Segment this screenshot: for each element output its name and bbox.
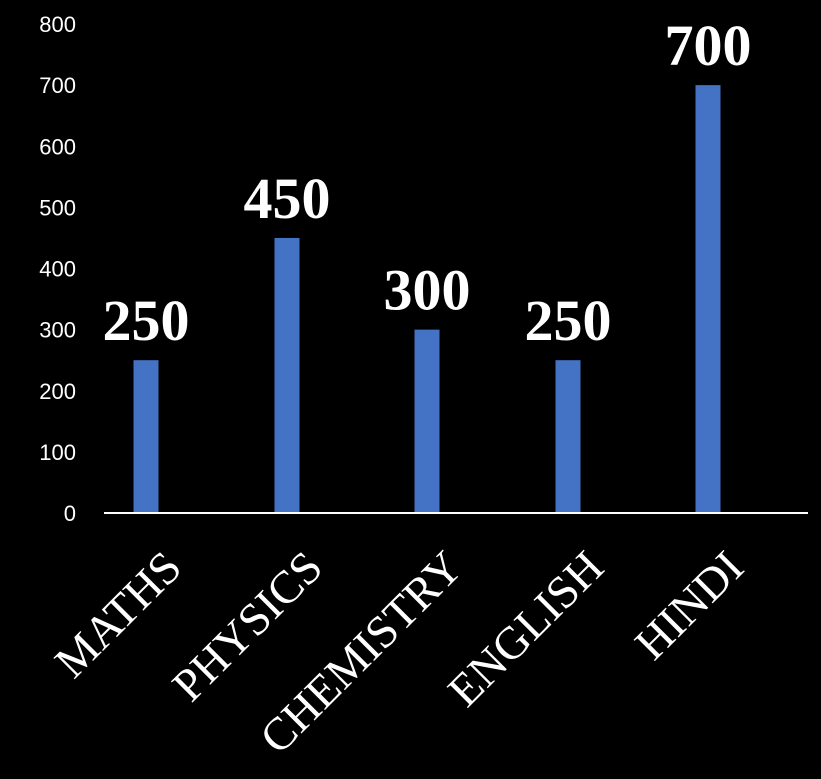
y-tick-label: 100 <box>39 440 76 465</box>
y-tick-label: 0 <box>64 501 76 526</box>
y-tick-label: 500 <box>39 195 76 220</box>
bar-physics <box>274 237 300 513</box>
data-label-chemistry: 300 <box>384 258 471 323</box>
y-tick-label: 600 <box>39 134 76 159</box>
y-tick-label: 800 <box>39 12 76 37</box>
bar-hindi <box>695 85 721 513</box>
y-tick-label: 300 <box>39 318 76 343</box>
y-tick-label: 400 <box>39 257 76 282</box>
bar-chemistry <box>414 329 440 513</box>
data-label-maths: 250 <box>103 288 190 353</box>
bars <box>133 85 721 513</box>
y-axis-tick-labels: 0 100 200 300 400 500 600 700 800 <box>39 12 76 526</box>
data-label-physics: 450 <box>244 166 331 231</box>
bar-english <box>555 360 581 513</box>
data-label-english: 250 <box>525 288 612 353</box>
data-label-hindi: 700 <box>665 13 752 78</box>
bar-maths <box>133 360 159 513</box>
data-labels: 250 450 300 250 700 <box>103 13 752 353</box>
y-tick-label: 200 <box>39 379 76 404</box>
y-tick-label: 700 <box>39 73 76 98</box>
